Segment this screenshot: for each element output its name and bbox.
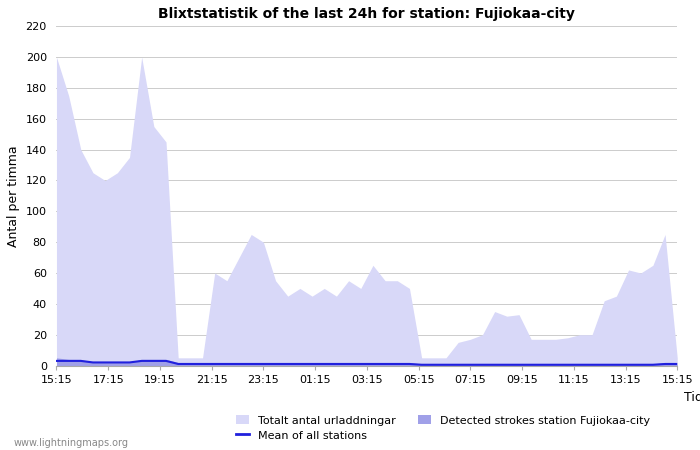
Text: Tid: Tid bbox=[684, 391, 700, 404]
Title: Blixtstatistik of the last 24h for station: Fujiokaa-city: Blixtstatistik of the last 24h for stati… bbox=[158, 7, 575, 21]
Y-axis label: Antal per timma: Antal per timma bbox=[7, 145, 20, 247]
Text: www.lightningmaps.org: www.lightningmaps.org bbox=[14, 438, 129, 448]
Legend: Totalt antal urladdningar, Mean of all stations, Detected strokes station Fujiok: Totalt antal urladdningar, Mean of all s… bbox=[236, 415, 650, 441]
